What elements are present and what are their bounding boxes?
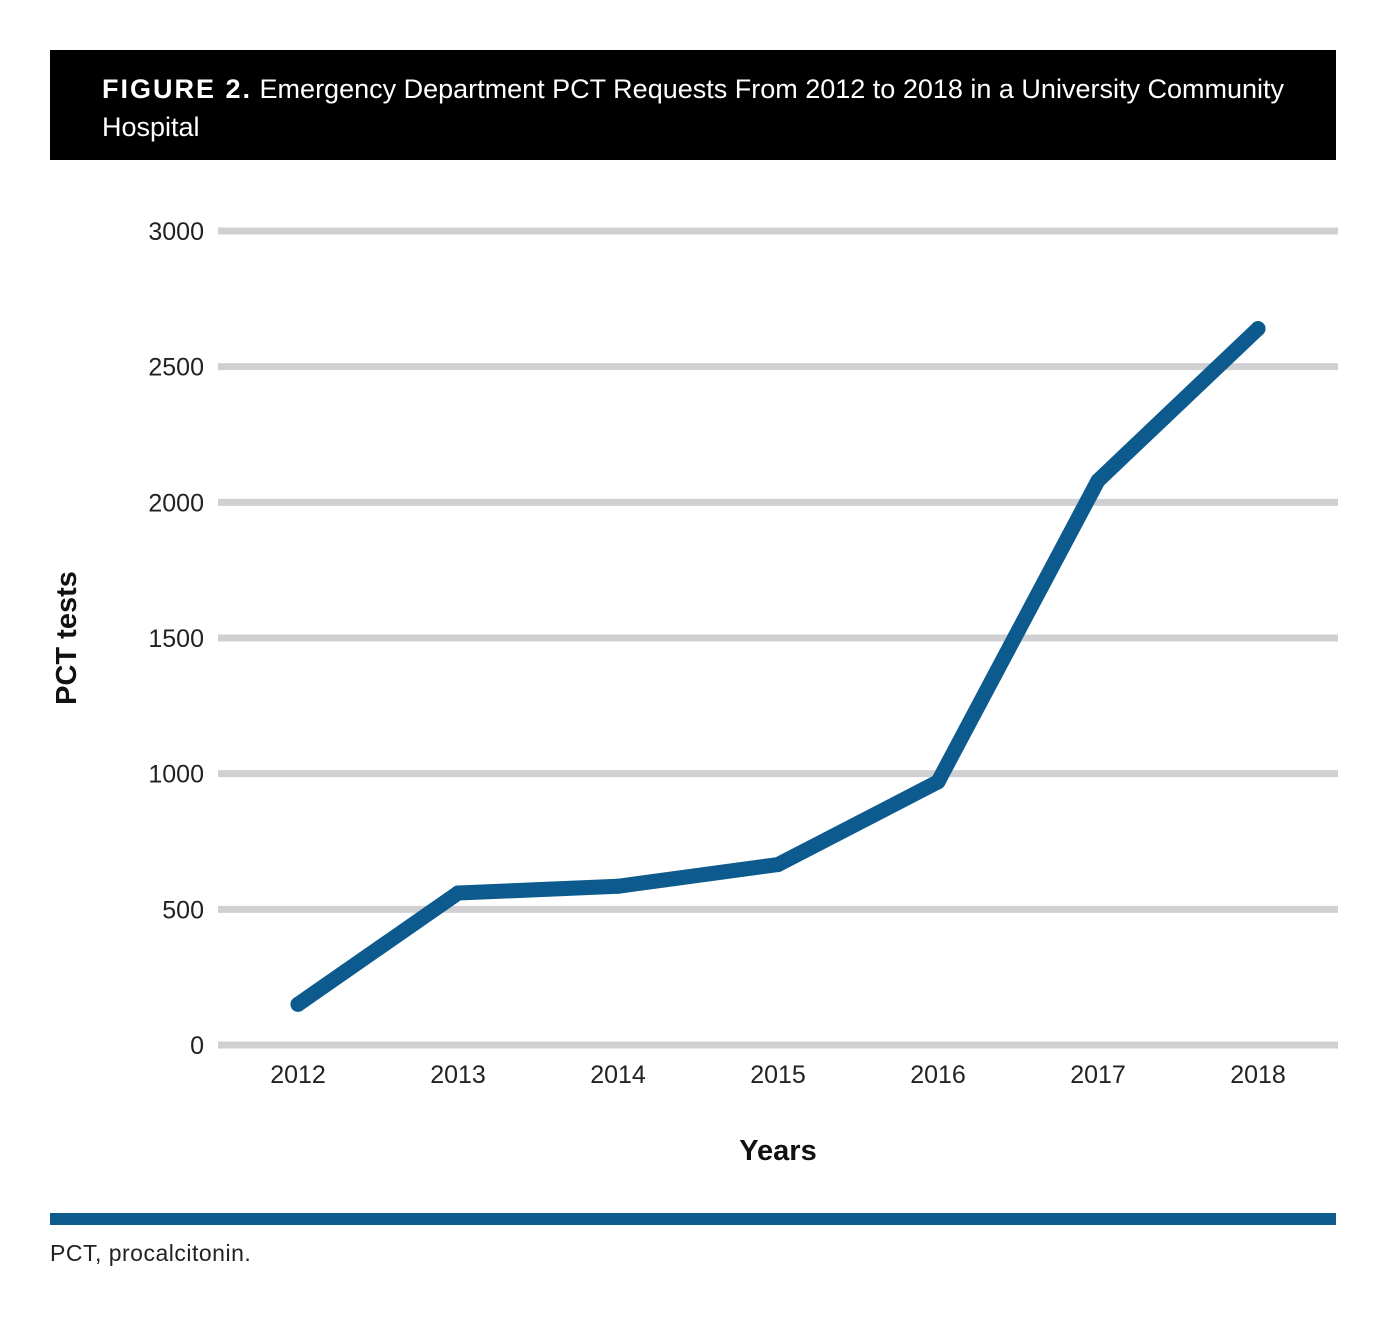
- data-point-2015: [770, 857, 786, 873]
- figure-header: FIGURE 2. Emergency Department PCT Reque…: [50, 50, 1336, 160]
- series: [290, 321, 1266, 1012]
- y-tick-label: 500: [162, 896, 204, 924]
- data-point-2014: [610, 878, 626, 894]
- footnote: PCT, procalcitonin.: [50, 1240, 252, 1266]
- y-tick-label: 0: [190, 1032, 204, 1060]
- y-tick-label: 1500: [148, 625, 204, 653]
- y-axis-label: PCT tests: [51, 571, 83, 705]
- data-point-2013: [450, 885, 466, 901]
- x-tick-label: 2014: [590, 1061, 646, 1089]
- data-point-2012: [290, 996, 306, 1012]
- figure-label: FIGURE 2.: [102, 74, 253, 104]
- x-tick-label: 2018: [1230, 1061, 1286, 1089]
- data-point-2017: [1090, 473, 1106, 489]
- y-tick-label: 2500: [148, 354, 204, 382]
- x-tick-label: 2013: [430, 1061, 486, 1089]
- y-tick-label: 2000: [148, 489, 204, 517]
- x-tick-label: 2015: [750, 1061, 806, 1089]
- data-point-2016: [930, 774, 946, 790]
- x-tick-label: 2012: [270, 1061, 326, 1089]
- figure-title: Emergency Department PCT Requests From 2…: [102, 74, 1284, 142]
- gridlines: [218, 227, 1338, 1049]
- bottom-rule: [50, 1213, 1336, 1225]
- y-tick-label: 1000: [148, 761, 204, 789]
- x-axis-label: Years: [739, 1135, 816, 1167]
- data-point-2018: [1250, 321, 1266, 337]
- y-tick-label: 3000: [148, 218, 204, 246]
- y-axis-ticks: 0 500 1000 1500 2000 2500 3000: [148, 218, 204, 1060]
- series-line: [290, 321, 1266, 1012]
- x-tick-label: 2016: [910, 1061, 966, 1089]
- x-axis-ticks: 2012 2013 2014 2015 2016 2017 2018: [270, 1061, 1286, 1089]
- x-tick-label: 2017: [1070, 1061, 1126, 1089]
